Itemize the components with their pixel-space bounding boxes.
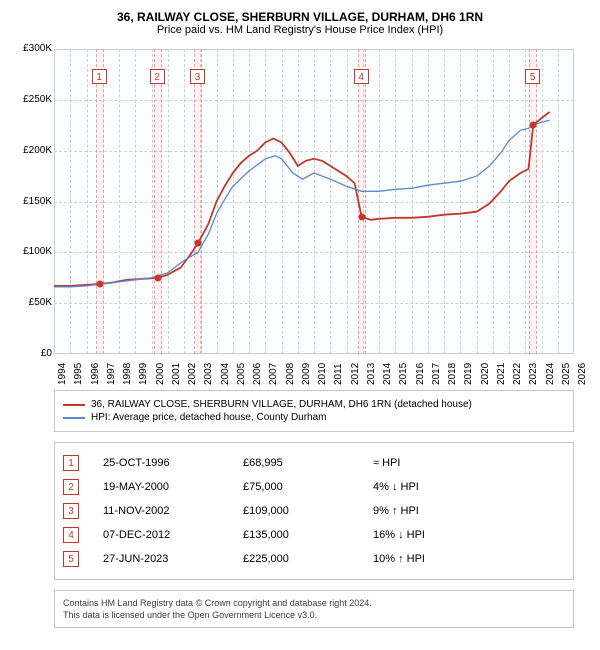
transaction-number: 5 (63, 551, 79, 567)
sale-point (358, 213, 365, 220)
x-tick-label: 1994 (57, 363, 68, 385)
x-axis: 1994 1995 1996 1997 1998 1999 2000 2001 2002 2003… (54, 359, 574, 389)
legend: 36, RAILWAY CLOSE, SHERBURN VILLAGE, DUR… (54, 390, 574, 432)
x-tick-label: 2025 (561, 363, 572, 385)
y-tick-label: £250K (14, 94, 52, 105)
sale-marker-label: 5 (525, 69, 540, 84)
x-tick-label: 1997 (106, 363, 117, 385)
x-tick-label: 2019 (463, 363, 474, 385)
transaction-price: £75,000 (243, 481, 373, 493)
legend-swatch (63, 404, 85, 406)
x-tick-label: 1999 (138, 363, 149, 385)
sale-point (530, 122, 537, 129)
transaction-row: 4 07-DEC-2012£135,00016% ↓ HPI (63, 523, 565, 547)
transactions-table: 1 25-OCT-1996£68,995≈ HPI 2 19-MAY-2000£75,… (54, 442, 574, 580)
footer-attribution: Contains HM Land Registry data © Crown c… (54, 590, 574, 628)
page-subtitle: Price paid vs. HM Land Registry's House … (14, 24, 586, 36)
transaction-date: 07-DEC-2012 (103, 529, 243, 541)
transaction-hpi-comparison: ≈ HPI (373, 457, 565, 469)
y-tick-label: £0 (14, 348, 52, 359)
x-tick-label: 2004 (220, 363, 231, 385)
y-tick-label: £300K (14, 43, 52, 54)
x-tick-label: 2024 (545, 363, 556, 385)
y-tick-label: £50K (14, 297, 52, 308)
sale-marker-label: 2 (150, 69, 165, 84)
x-tick-label: 2000 (155, 363, 166, 385)
legend-swatch (63, 417, 85, 419)
x-tick-label: 2003 (203, 363, 214, 385)
transaction-price: £68,995 (243, 457, 373, 469)
transaction-number: 4 (63, 527, 79, 543)
x-tick-label: 2014 (382, 363, 393, 385)
transaction-hpi-comparison: 16% ↓ HPI (373, 529, 565, 541)
sale-point (96, 280, 103, 287)
legend-item: HPI: Average price, detached house, Coun… (63, 412, 565, 423)
x-tick-label: 2017 (431, 363, 442, 385)
transaction-number: 2 (63, 479, 79, 495)
transaction-date: 27-JUN-2023 (103, 553, 243, 565)
series-line-ppd (54, 112, 550, 286)
x-tick-label: 2026 (577, 363, 588, 385)
sale-marker-label: 1 (92, 69, 107, 84)
transaction-price: £225,000 (243, 553, 373, 565)
x-tick-label: 1995 (73, 363, 84, 385)
x-tick-label: 2012 (350, 363, 361, 385)
x-tick-label: 2018 (447, 363, 458, 385)
x-tick-label: 2021 (496, 363, 507, 385)
x-tick-label: 2009 (301, 363, 312, 385)
transaction-date: 19-MAY-2000 (103, 481, 243, 493)
transaction-price: £135,000 (243, 529, 373, 541)
transaction-row: 5 27-JUN-2023£225,00010% ↑ HPI (63, 547, 565, 571)
chart-lines (54, 49, 574, 354)
transaction-hpi-comparison: 9% ↑ HPI (373, 505, 565, 517)
page-title: 36, RAILWAY CLOSE, SHERBURN VILLAGE, DUR… (14, 10, 586, 24)
transaction-hpi-comparison: 10% ↑ HPI (373, 553, 565, 565)
transaction-row: 3 11-NOV-2002£109,0009% ↑ HPI (63, 499, 565, 523)
sale-marker-label: 4 (354, 69, 369, 84)
x-tick-label: 2002 (187, 363, 198, 385)
y-tick-label: £200K (14, 145, 52, 156)
transaction-row: 2 19-MAY-2000£75,0004% ↓ HPI (63, 475, 565, 499)
legend-item: 36, RAILWAY CLOSE, SHERBURN VILLAGE, DUR… (63, 399, 565, 410)
x-tick-label: 1996 (90, 363, 101, 385)
x-tick-label: 2015 (398, 363, 409, 385)
sale-point (154, 274, 161, 281)
x-tick-label: 2023 (528, 363, 539, 385)
transaction-date: 11-NOV-2002 (103, 505, 243, 517)
x-tick-label: 2005 (236, 363, 247, 385)
transaction-number: 1 (63, 455, 79, 471)
x-tick-label: 2001 (171, 363, 182, 385)
x-tick-label: 2006 (252, 363, 263, 385)
x-tick-label: 2008 (285, 363, 296, 385)
transaction-number: 3 (63, 503, 79, 519)
legend-label: 36, RAILWAY CLOSE, SHERBURN VILLAGE, DUR… (91, 399, 472, 410)
x-tick-label: 2007 (268, 363, 279, 385)
x-tick-label: 2011 (333, 363, 344, 385)
x-tick-label: 2010 (317, 363, 328, 385)
y-tick-label: £100K (14, 246, 52, 257)
footer-line: This data is licensed under the Open Gov… (63, 609, 565, 621)
chart: £0 £50K £100K £150K £200K £250K £300K 1 2 3 4 5 19… (14, 44, 586, 384)
transaction-row: 1 25-OCT-1996£68,995≈ HPI (63, 451, 565, 475)
x-tick-label: 2016 (415, 363, 426, 385)
transaction-price: £109,000 (243, 505, 373, 517)
transaction-hpi-comparison: 4% ↓ HPI (373, 481, 565, 493)
x-tick-label: 2020 (480, 363, 491, 385)
footer-line: Contains HM Land Registry data © Crown c… (63, 597, 565, 609)
x-tick-label: 1998 (122, 363, 133, 385)
x-tick-label: 2013 (366, 363, 377, 385)
sale-point (194, 240, 201, 247)
series-line-hpi (54, 120, 550, 287)
x-tick-label: 2022 (512, 363, 523, 385)
sale-marker-label: 3 (190, 69, 205, 84)
y-tick-label: £150K (14, 196, 52, 207)
transaction-date: 25-OCT-1996 (103, 457, 243, 469)
legend-label: HPI: Average price, detached house, Coun… (91, 412, 327, 423)
